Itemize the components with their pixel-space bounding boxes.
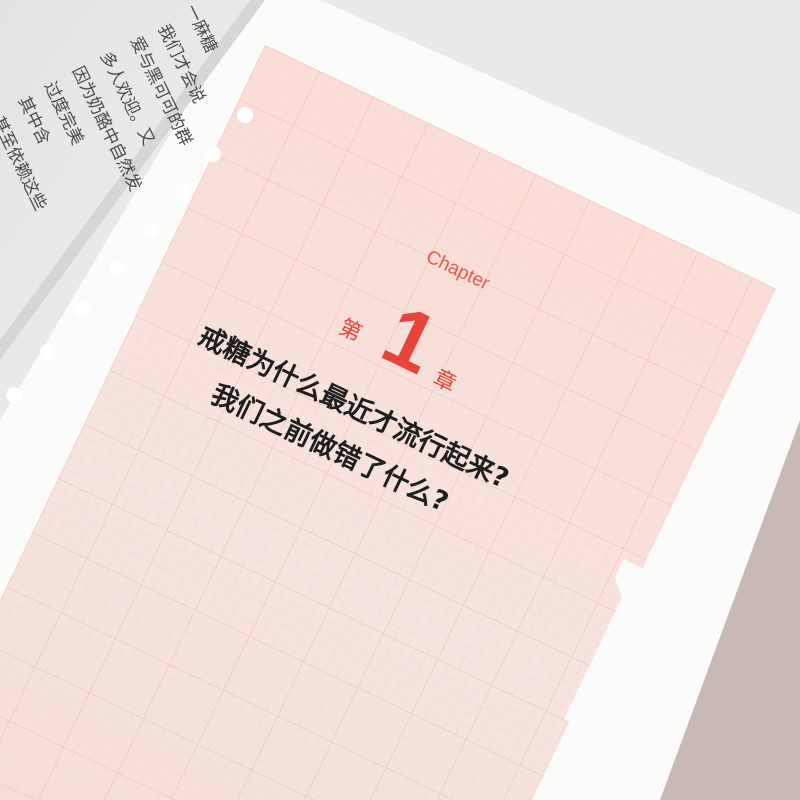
binder-holes — [6, 107, 253, 403]
hole — [40, 344, 56, 360]
hole — [143, 223, 159, 239]
hole — [205, 146, 221, 162]
hole — [109, 261, 125, 277]
gutter-shadow — [0, 0, 265, 360]
hole — [75, 302, 91, 318]
card-grid — [0, 45, 776, 800]
hole — [237, 107, 253, 123]
hole — [6, 387, 22, 403]
hole — [175, 184, 191, 200]
chapter-card: Chapter 第 1 章 戒糖为什么最近才流行起来? 我们之前做错了什么? — [0, 45, 776, 800]
